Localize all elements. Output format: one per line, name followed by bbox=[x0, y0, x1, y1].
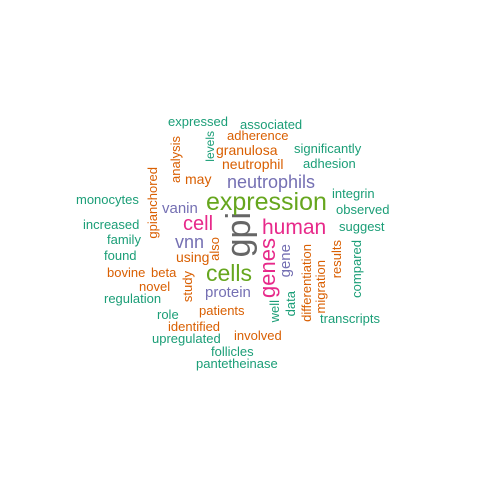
word-suggest: suggest bbox=[339, 219, 385, 234]
word-role: role bbox=[157, 307, 179, 322]
word-genes: genes bbox=[255, 238, 280, 298]
word-cells: cells bbox=[206, 260, 253, 286]
word-beta: beta bbox=[151, 265, 177, 280]
word-significantly: significantly bbox=[294, 141, 362, 156]
word-regulation: regulation bbox=[104, 291, 162, 306]
word-associated: associated bbox=[240, 117, 303, 132]
word-neutrophil: neutrophil bbox=[222, 156, 284, 172]
word-patients: patients bbox=[199, 303, 245, 318]
word-gpianchored: gpianchored bbox=[145, 167, 160, 239]
word-study: study bbox=[180, 271, 195, 303]
word-bovine: bovine bbox=[107, 265, 146, 280]
word-observed: observed bbox=[336, 202, 390, 217]
word-using: using bbox=[176, 249, 210, 265]
word-novel: novel bbox=[139, 279, 171, 294]
word-levels: levels bbox=[203, 131, 217, 162]
word-cell: cell bbox=[183, 213, 214, 235]
word-granulosa: granulosa bbox=[216, 142, 278, 158]
word-expressed: expressed bbox=[168, 114, 228, 129]
word-identified: identified bbox=[168, 319, 221, 334]
word-gene: gene bbox=[277, 244, 294, 278]
word-gpi: gpi bbox=[220, 212, 258, 258]
word-transcripts: transcripts bbox=[320, 311, 380, 326]
word-differentiation: differentiation bbox=[299, 244, 314, 322]
word-adhesion: adhesion bbox=[303, 156, 356, 171]
word-upregulated: upregulated bbox=[152, 331, 221, 346]
word-follicles: follicles bbox=[211, 344, 254, 359]
word-found: found bbox=[104, 248, 137, 263]
word-neutrophils: neutrophils bbox=[227, 172, 316, 192]
word-vanin: vanin bbox=[162, 200, 198, 217]
word-human: human bbox=[262, 216, 327, 239]
word-may: may bbox=[185, 171, 212, 187]
word-vnn: vnn bbox=[175, 232, 205, 252]
word-results: results bbox=[329, 240, 344, 279]
word-involved: involved bbox=[234, 328, 282, 343]
word-compared: compared bbox=[349, 240, 364, 298]
word-migration: migration bbox=[313, 260, 328, 314]
word-protein: protein bbox=[205, 284, 251, 301]
word-well: well bbox=[267, 300, 282, 323]
word-pantetheinase: pantetheinase bbox=[196, 356, 278, 371]
word-integrin: integrin bbox=[332, 186, 375, 201]
word-family: family bbox=[107, 232, 141, 247]
word-expression: expression bbox=[206, 188, 327, 216]
word-adherence: adherence bbox=[227, 128, 289, 143]
word-increased: increased bbox=[83, 217, 140, 232]
word-data: data bbox=[283, 291, 298, 317]
word-monocytes: monocytes bbox=[76, 192, 139, 207]
word-analysis: analysis bbox=[168, 136, 183, 183]
word-also: also bbox=[207, 237, 222, 261]
